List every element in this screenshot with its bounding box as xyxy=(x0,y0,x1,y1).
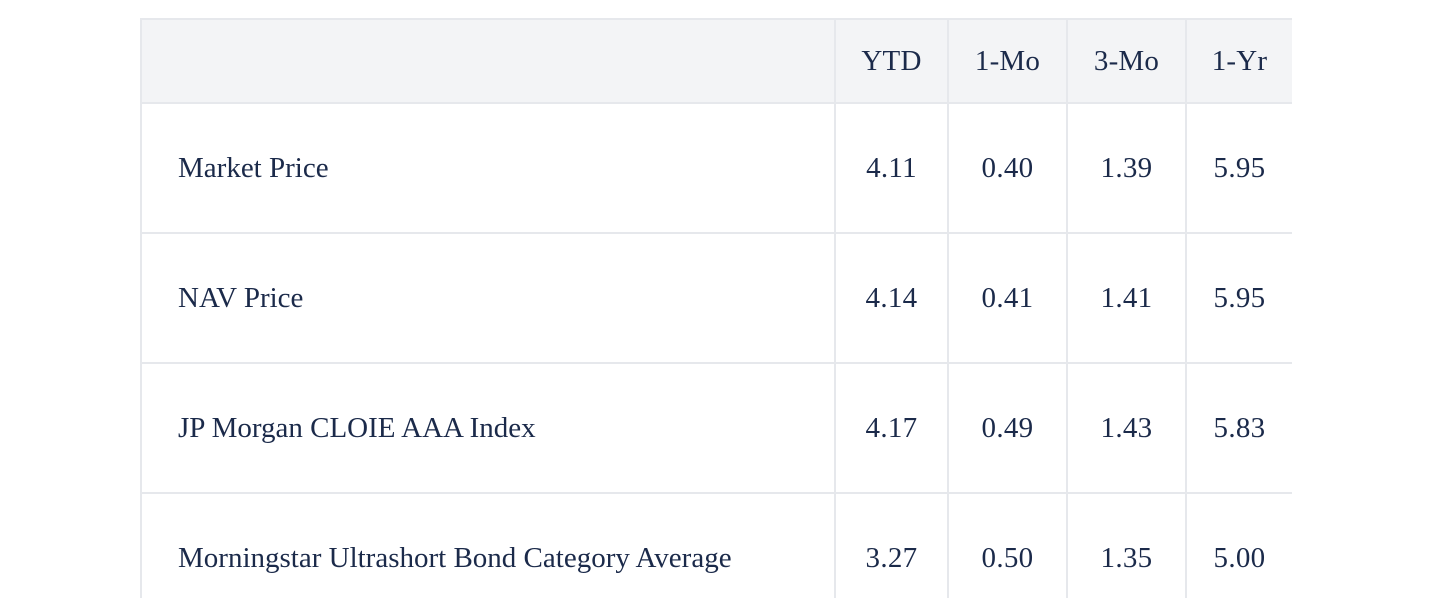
row-label: JP Morgan CLOIE AAA Index xyxy=(140,362,836,494)
cell-1-year: 5.95 xyxy=(1185,102,1292,234)
cell-1-month: 0.40 xyxy=(947,102,1068,234)
table-row: NAV Price 4.14 0.41 1.41 5.95 xyxy=(140,232,1292,364)
cell-3-month: 1.41 xyxy=(1066,232,1187,364)
cell-1-month: 0.49 xyxy=(947,362,1068,494)
row-label: NAV Price xyxy=(140,232,836,364)
cell-1-month: 0.41 xyxy=(947,232,1068,364)
performance-table: YTD 1-Mo 3-Mo 1-Yr Market Price 4.11 0.4… xyxy=(140,18,1292,598)
cell-ytd: 4.11 xyxy=(834,102,949,234)
cell-ytd: 3.27 xyxy=(834,492,949,598)
table-row: Market Price 4.11 0.40 1.39 5.95 xyxy=(140,102,1292,234)
row-label: Morningstar Ultrashort Bond Category Ave… xyxy=(140,492,836,598)
performance-table-container: YTD 1-Mo 3-Mo 1-Yr Market Price 4.11 0.4… xyxy=(140,18,1292,598)
table-row: JP Morgan CLOIE AAA Index 4.17 0.49 1.43… xyxy=(140,362,1292,494)
header-1-month: 1-Mo xyxy=(947,18,1068,104)
cell-1-year: 5.95 xyxy=(1185,232,1292,364)
cell-1-month: 0.50 xyxy=(947,492,1068,598)
cell-3-month: 1.39 xyxy=(1066,102,1187,234)
cell-3-month: 1.43 xyxy=(1066,362,1187,494)
cell-1-year: 5.83 xyxy=(1185,362,1292,494)
table-row: Morningstar Ultrashort Bond Category Ave… xyxy=(140,492,1292,598)
cell-3-month: 1.35 xyxy=(1066,492,1187,598)
header-3-month: 3-Mo xyxy=(1066,18,1187,104)
table-header-row: YTD 1-Mo 3-Mo 1-Yr xyxy=(140,18,1292,104)
cell-ytd: 4.17 xyxy=(834,362,949,494)
cell-1-year: 5.00 xyxy=(1185,492,1292,598)
cell-ytd: 4.14 xyxy=(834,232,949,364)
header-label-column xyxy=(140,18,836,104)
row-label: Market Price xyxy=(140,102,836,234)
header-ytd: YTD xyxy=(834,18,949,104)
header-1-year: 1-Yr xyxy=(1185,18,1292,104)
